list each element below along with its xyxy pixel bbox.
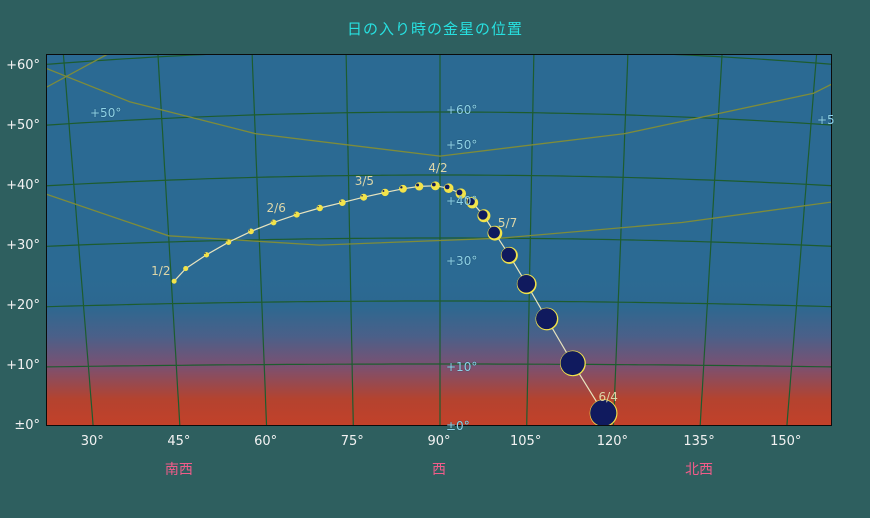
- sky-plot-area: [46, 54, 832, 426]
- date-label: 6/4: [598, 390, 618, 405]
- y-axis-tick-label: +20°: [6, 298, 40, 313]
- page-title: 日の入り時の金星の位置: [346, 20, 523, 38]
- date-label: 3/5: [354, 174, 375, 189]
- y-axis-tick-label: +40°: [6, 178, 40, 193]
- x-axis-tick-label: 105°: [510, 434, 542, 449]
- x-axis-tick-label: 75°: [340, 434, 364, 449]
- grid-overlay: [47, 55, 831, 425]
- venus-marker: [430, 181, 440, 191]
- direction-label: 北西: [685, 462, 714, 478]
- grid-altitude-label: +40°: [446, 194, 478, 208]
- venus-marker: [270, 219, 277, 226]
- track-polyline: [173, 185, 605, 414]
- venus-marker: [477, 209, 491, 223]
- venus-marker: [415, 182, 424, 191]
- venus-track: [171, 181, 618, 425]
- direction-label: 西: [432, 462, 446, 478]
- venus-marker: [487, 225, 503, 241]
- date-label: 5/7: [497, 216, 518, 231]
- venus-marker: [338, 199, 346, 206]
- x-axis-tick-label: 90°: [427, 434, 451, 449]
- date-label: 1/2: [151, 264, 171, 279]
- grid-altitude-label: ±0°: [446, 419, 470, 433]
- venus-marker: [171, 278, 177, 284]
- direction-label: 南西: [164, 462, 193, 478]
- x-axis-tick-label: 120°: [596, 434, 629, 449]
- venus-marker: [399, 184, 407, 193]
- venus-marker: [203, 252, 210, 258]
- y-axis-tick-label: +10°: [6, 358, 40, 373]
- x-axis-tick-label: 150°: [770, 434, 802, 449]
- venus-marker: [381, 188, 389, 197]
- venus-marker: [500, 246, 518, 264]
- y-axis-tick-label: ±0°: [14, 418, 40, 433]
- grid-altitude-label: +60°: [446, 103, 478, 117]
- venus-marker: [589, 399, 618, 425]
- venus-marker: [560, 350, 586, 377]
- x-axis-tick-label: 30°: [80, 434, 104, 449]
- venus-marker: [316, 204, 323, 212]
- venus-marker: [443, 183, 454, 194]
- venus-marker: [225, 239, 232, 245]
- grid-altitude-label: +10°: [446, 360, 478, 374]
- x-axis-tick-label: 60°: [254, 434, 278, 449]
- venus-marker: [360, 193, 368, 201]
- y-axis-tick-label: +60°: [6, 58, 40, 73]
- venus-marker: [535, 307, 559, 331]
- y-axis-tick-label: +30°: [6, 238, 40, 253]
- venus-marker: [248, 228, 254, 235]
- date-label: 4/2: [428, 160, 448, 175]
- grid-altitude-label: +50°: [446, 138, 478, 152]
- y-axis-tick-label: +50°: [6, 118, 40, 133]
- grid-altitude-label: +50°: [90, 106, 122, 120]
- date-label: 2/6: [266, 201, 286, 216]
- venus-marker: [183, 266, 189, 272]
- venus-marker: [293, 211, 300, 218]
- grid-altitude-label: +30°: [446, 254, 478, 268]
- venus-marker: [466, 196, 479, 209]
- venus-marker: [455, 188, 467, 199]
- x-axis-tick-label: 135°: [683, 434, 715, 449]
- x-axis-tick-label: 45°: [167, 434, 191, 449]
- grid-altitude-label: +5: [817, 113, 835, 127]
- venus-marker: [516, 274, 537, 295]
